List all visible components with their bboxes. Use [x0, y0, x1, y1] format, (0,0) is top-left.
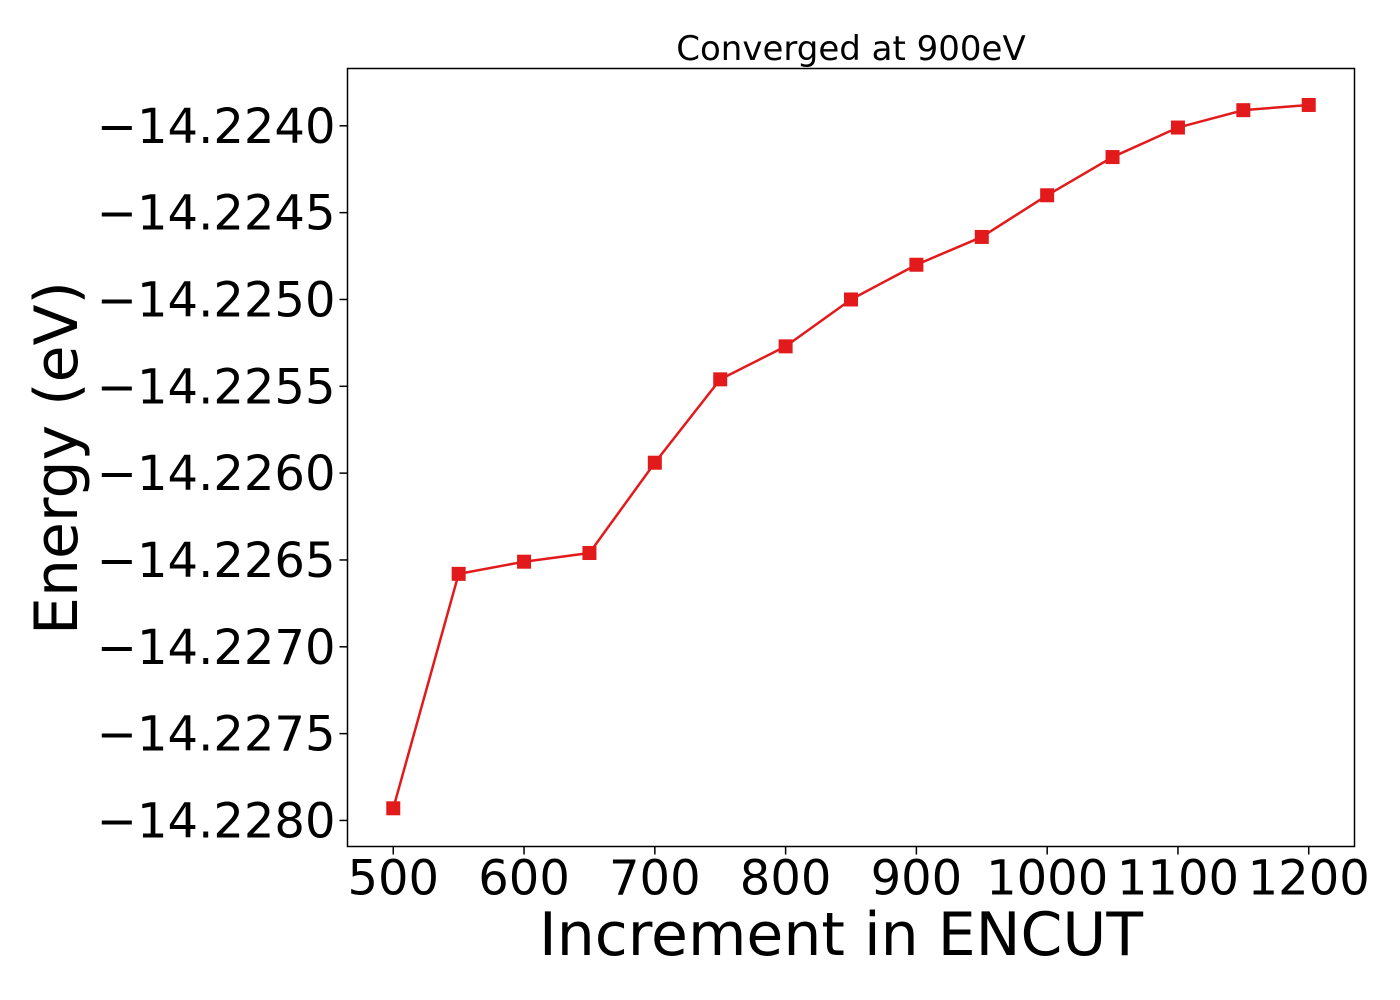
data-point [1105, 150, 1120, 165]
data-point [844, 292, 858, 307]
data-point [713, 372, 728, 387]
y-axis-label: Energy (eV) [22, 281, 92, 635]
data-point [974, 229, 989, 244]
y-tick-label: −14.2280 [97, 793, 336, 849]
y-tick-label: −14.2250 [97, 272, 336, 328]
x-tick-label: 1100 [1117, 851, 1239, 907]
data-point [1170, 120, 1185, 135]
data-point [909, 257, 924, 272]
data-point [778, 339, 793, 354]
y-tick-label: −14.2255 [97, 359, 336, 415]
x-tick-label: 500 [347, 851, 439, 907]
data-point [582, 546, 597, 561]
data-point [647, 455, 662, 470]
y-tick-label: −14.2265 [97, 533, 336, 589]
chart-title: Converged at 900eV [676, 29, 1025, 69]
x-tick-label: 700 [609, 851, 701, 907]
data-point [1236, 103, 1251, 118]
x-tick-label: 600 [478, 851, 570, 907]
x-tick-label: 1200 [1248, 851, 1370, 907]
y-tick-label: −14.2275 [97, 707, 336, 763]
data-point [451, 566, 466, 581]
x-tick-label: 900 [871, 851, 963, 907]
series-line [392, 103, 1309, 809]
plot-area-frame [346, 67, 1356, 848]
y-axis-ticks: −14.2240 −14.2245 −14.2250 −14.2255 −14.2260… [97, 99, 348, 849]
data-point [1040, 188, 1055, 203]
data-point [1301, 97, 1316, 112]
y-tick-label: −14.2245 [97, 186, 336, 242]
x-tick-label: 800 [740, 851, 832, 907]
x-tick-label: 1000 [986, 851, 1108, 907]
y-tick-label: −14.2260 [97, 446, 336, 502]
data-point [517, 554, 532, 569]
y-tick-label: −14.2270 [97, 620, 336, 676]
y-tick-label: −14.2240 [97, 99, 336, 155]
data-point [386, 801, 401, 816]
series-layer [386, 97, 1316, 816]
x-axis-ticks: 500 600 700 800 900 1000 1100 1200 [347, 846, 1370, 907]
x-axis-label: Increment in ENCUT [539, 900, 1143, 970]
